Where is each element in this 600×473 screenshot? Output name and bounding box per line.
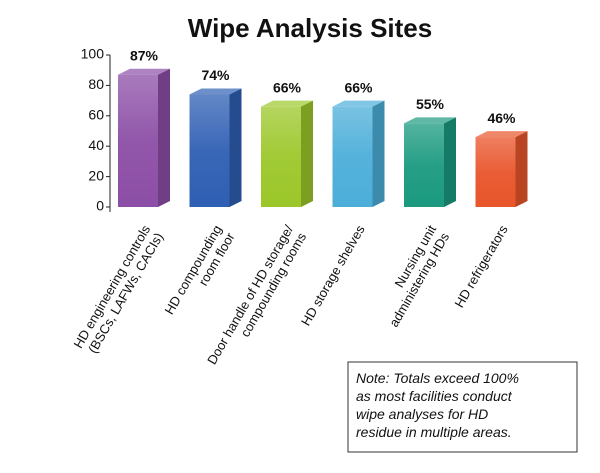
- bar: [404, 123, 444, 207]
- value-label: 66%: [273, 79, 302, 95]
- y-tick-label: 100: [81, 46, 105, 62]
- value-label: 46%: [487, 110, 516, 126]
- x-tick-label: HD refrigerators: [452, 222, 511, 310]
- bar-top: [261, 100, 313, 107]
- note-line: wipe analyses for HD: [356, 406, 488, 422]
- bar-side: [444, 117, 456, 207]
- note-box: [347, 361, 578, 453]
- y-tick-label: 20: [88, 167, 104, 183]
- y-tick-label: 0: [96, 198, 104, 214]
- bar-side-shade: [444, 117, 456, 207]
- bar-top: [475, 131, 528, 138]
- y-tick-label: 40: [88, 137, 104, 153]
- bar-top: [332, 100, 385, 107]
- bar: [332, 106, 373, 207]
- bar-side: [515, 131, 528, 207]
- bar-top: [404, 117, 456, 124]
- note-line: Note: Totals exceed 100%: [356, 370, 519, 386]
- y-tick-label: 80: [88, 76, 104, 92]
- bar-side: [372, 100, 385, 207]
- bar-side-shade: [301, 100, 313, 207]
- value-label: 66%: [344, 79, 373, 95]
- bar-side-shade: [158, 68, 170, 207]
- x-tick-label-line: HD engineering controls: [71, 222, 154, 351]
- bar-top: [189, 88, 242, 95]
- bar-side-shade: [372, 100, 385, 207]
- bar: [189, 94, 230, 207]
- bar: [475, 137, 516, 207]
- bar-side: [229, 88, 242, 207]
- x-tick-label: HD compoundingroom floor: [162, 222, 239, 325]
- value-label: 55%: [416, 96, 445, 112]
- value-label: 87%: [130, 47, 159, 63]
- bar-side: [301, 100, 313, 207]
- x-tick-label: Nursing unitadministering HDs: [373, 222, 452, 329]
- bar: [118, 74, 158, 207]
- bar-side: [158, 68, 170, 207]
- x-tick-label: HD engineering controls(BSCs, LAFWs, CAC…: [71, 222, 167, 358]
- bar-side-shade: [229, 88, 242, 207]
- note-line: as most facilities conduct: [356, 388, 513, 404]
- y-tick-label: 60: [88, 107, 104, 123]
- bar-side-shade: [515, 131, 528, 207]
- value-label: 74%: [201, 67, 230, 83]
- x-tick-label-line: HD refrigerators: [452, 222, 511, 310]
- note-line: residue in multiple areas.: [356, 424, 512, 440]
- chart-title: Wipe Analysis Sites: [188, 13, 432, 43]
- bar-top: [118, 68, 170, 75]
- bar: [261, 106, 301, 207]
